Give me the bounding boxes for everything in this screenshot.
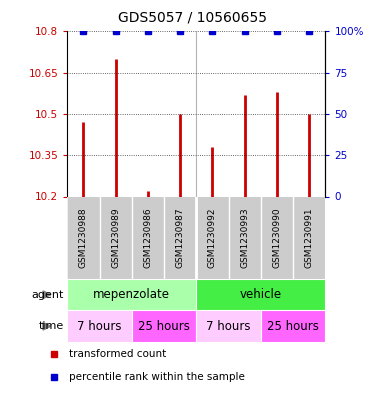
Text: transformed count: transformed count <box>69 349 166 359</box>
Text: vehicle: vehicle <box>240 288 282 301</box>
Text: GSM1230986: GSM1230986 <box>144 208 152 268</box>
Bar <box>196 279 325 310</box>
Bar <box>196 310 261 342</box>
Text: GSM1230988: GSM1230988 <box>79 208 88 268</box>
Text: GSM1230993: GSM1230993 <box>240 208 249 268</box>
Text: GSM1230989: GSM1230989 <box>111 208 120 268</box>
Text: GSM1230990: GSM1230990 <box>273 208 281 268</box>
Text: agent: agent <box>31 290 64 300</box>
Text: 7 hours: 7 hours <box>77 320 122 333</box>
Text: GSM1230987: GSM1230987 <box>176 208 185 268</box>
Text: 25 hours: 25 hours <box>267 320 319 333</box>
Text: 7 hours: 7 hours <box>206 320 251 333</box>
Bar <box>67 310 132 342</box>
Text: GSM1230991: GSM1230991 <box>305 208 314 268</box>
Text: mepenzolate: mepenzolate <box>94 288 170 301</box>
Bar <box>67 279 196 310</box>
Text: percentile rank within the sample: percentile rank within the sample <box>69 372 245 382</box>
Text: GSM1230992: GSM1230992 <box>208 208 217 268</box>
Text: 25 hours: 25 hours <box>138 320 190 333</box>
Text: GDS5057 / 10560655: GDS5057 / 10560655 <box>118 11 267 25</box>
Bar <box>67 196 325 279</box>
Bar <box>132 310 196 342</box>
Bar <box>261 310 325 342</box>
Text: time: time <box>38 321 64 331</box>
